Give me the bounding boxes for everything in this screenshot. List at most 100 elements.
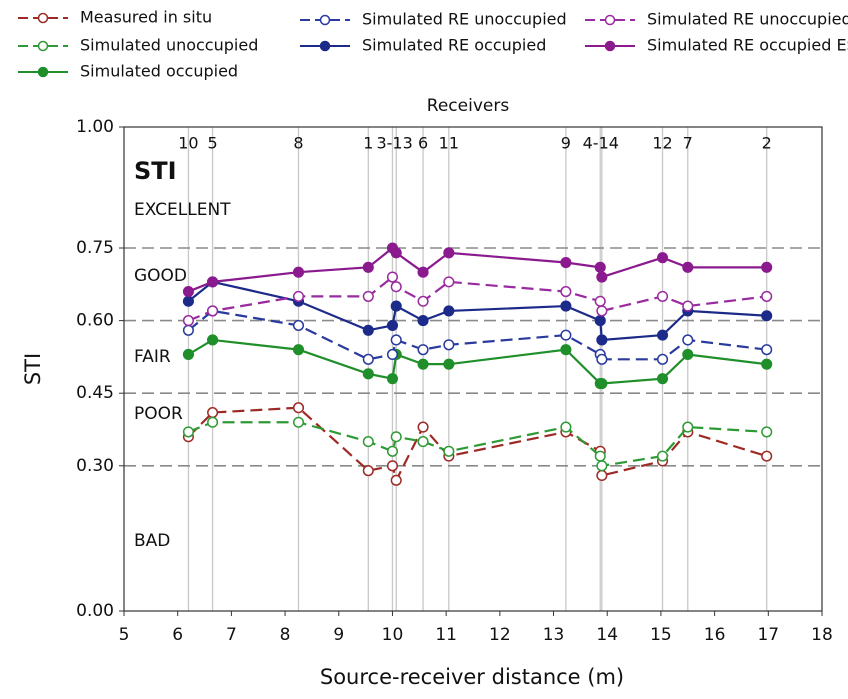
x-tick-label: 12	[489, 625, 511, 645]
x-tick-label: 16	[704, 625, 726, 645]
legend-swatch-marker	[319, 40, 331, 52]
data-point	[761, 310, 773, 322]
legend-label: Simulated occupied	[80, 62, 238, 81]
series-line	[187, 338, 767, 385]
plot-frame	[123, 126, 823, 612]
legend-swatch-marker	[319, 14, 331, 26]
data-point	[682, 348, 694, 361]
data-point	[182, 324, 194, 336]
data-point	[417, 295, 429, 307]
legend-label: Simulated unoccupied	[80, 36, 258, 55]
series-line	[188, 246, 767, 293]
data-point	[386, 373, 399, 385]
data-point	[362, 290, 374, 302]
y-tick-label: 0.30	[76, 456, 114, 476]
data-point	[596, 334, 608, 346]
x-tick-label: 13	[543, 625, 565, 645]
data-point	[443, 445, 455, 457]
data-point	[386, 271, 399, 283]
data-point	[390, 300, 402, 312]
series-line	[187, 406, 768, 484]
data-point	[292, 266, 305, 278]
data-point	[390, 247, 402, 259]
legend-label: Simulated RE occupied ES	[647, 36, 848, 55]
data-point	[182, 295, 194, 307]
data-point	[656, 290, 669, 302]
data-point	[594, 295, 606, 307]
y-tick-label: 0.60	[76, 311, 114, 331]
data-point	[207, 407, 219, 419]
data-point	[560, 344, 572, 356]
receiver-label: 6	[418, 134, 428, 153]
data-point	[182, 348, 194, 361]
data-point	[656, 329, 669, 341]
y-tick-label: 0.00	[76, 601, 114, 621]
y-tick-label: 0.45	[76, 383, 114, 403]
data-point	[390, 334, 402, 346]
data-point	[594, 450, 606, 462]
data-point	[292, 416, 305, 428]
data-point	[443, 276, 455, 288]
receiver-label: 7	[683, 134, 693, 153]
rating-label: POOR	[134, 404, 183, 424]
data-point	[390, 474, 402, 486]
receiver-label: 5	[207, 134, 217, 153]
data-point	[761, 358, 773, 370]
series-line	[187, 309, 767, 361]
data-point	[656, 450, 669, 462]
data-point	[656, 353, 669, 365]
x-tick-label: 10	[382, 625, 404, 645]
data-point	[362, 261, 374, 273]
rating-label: BAD	[134, 531, 170, 551]
rating-label: GOOD	[134, 266, 187, 286]
data-point	[417, 436, 429, 448]
data-point	[596, 460, 608, 472]
data-point	[682, 261, 694, 273]
top-axis-title: Receivers	[427, 96, 510, 116]
data-point	[207, 276, 219, 288]
x-tick-label: 18	[811, 625, 833, 645]
data-point	[390, 431, 402, 443]
receiver-label: 3-13	[376, 134, 412, 153]
data-point	[594, 261, 606, 273]
data-point	[386, 445, 399, 457]
data-point	[443, 247, 455, 259]
data-point	[362, 436, 374, 448]
data-point	[386, 348, 399, 361]
data-point	[386, 460, 399, 472]
data-point	[761, 261, 773, 273]
data-point	[207, 416, 219, 428]
legend-swatch-marker	[37, 12, 49, 24]
data-point	[682, 421, 694, 433]
data-point	[292, 290, 305, 302]
data-point	[362, 353, 374, 365]
data-point	[417, 266, 429, 278]
x-tick-label: 17	[757, 625, 779, 645]
receiver-label: 4-14	[583, 134, 619, 153]
receiver-label: 11	[439, 134, 459, 153]
legend-swatch-marker	[604, 14, 616, 26]
data-point	[596, 353, 608, 365]
data-point	[443, 305, 455, 317]
data-point	[596, 271, 608, 283]
x-tick-label: 15	[650, 625, 672, 645]
data-point	[761, 290, 773, 302]
data-point	[207, 334, 219, 346]
series-line	[188, 421, 767, 468]
data-point	[682, 300, 694, 312]
data-point	[560, 256, 572, 269]
data-point	[596, 469, 608, 482]
data-point	[362, 368, 374, 380]
legend-swatch-marker	[37, 40, 49, 52]
series-line	[188, 275, 767, 322]
data-point	[417, 421, 429, 433]
data-point	[560, 421, 572, 433]
data-point	[560, 329, 572, 341]
receiver-label: 10	[178, 134, 198, 153]
receiver-label: 2	[762, 134, 772, 153]
data-point	[292, 344, 305, 356]
legend-label: Simulated RE unoccupied ES	[647, 10, 848, 29]
data-point	[207, 305, 219, 317]
